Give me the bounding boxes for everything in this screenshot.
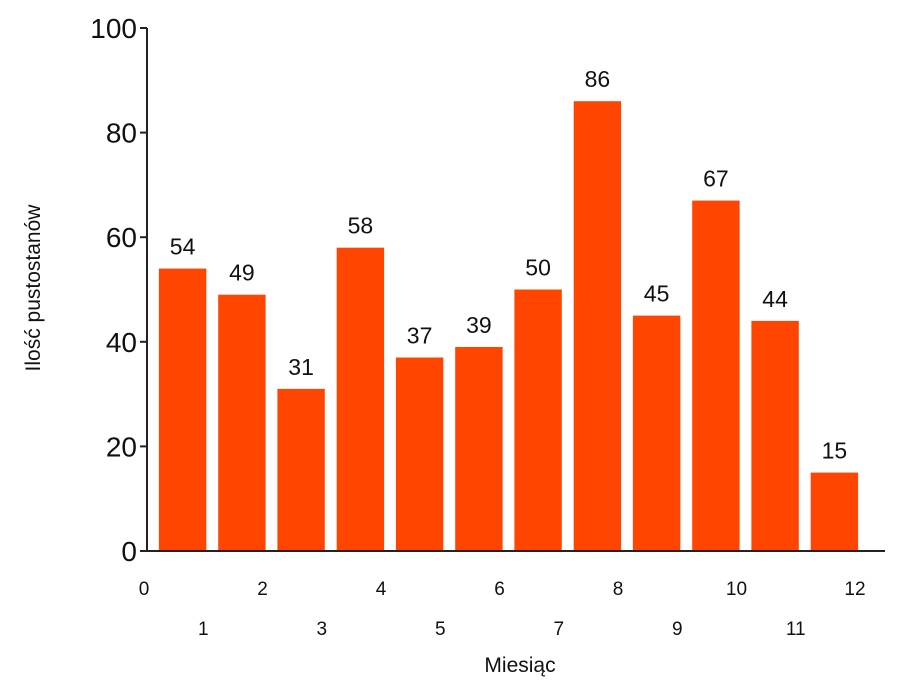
bar	[395, 357, 444, 551]
y-tick-label: 0	[121, 536, 137, 567]
bar	[336, 247, 385, 551]
y-tick-label: 20	[106, 431, 137, 462]
data-label: 15	[822, 438, 848, 464]
x-tick-label: 4	[376, 579, 387, 600]
data-label: 49	[229, 260, 255, 286]
x-tick-label: 7	[553, 619, 564, 640]
data-label: 37	[407, 323, 433, 349]
x-tick-label: 1	[198, 619, 209, 640]
data-labels: 54 49 31 58 37 39 50 86 45 67 44 15	[170, 66, 847, 463]
bars	[158, 101, 859, 551]
x-tick-label: 12	[844, 579, 865, 600]
x-tick-label: 6	[494, 579, 505, 600]
bar	[573, 101, 622, 551]
y-axis: 0 20 40 60 80 100	[90, 13, 148, 567]
bar	[692, 200, 740, 551]
data-label: 44	[762, 286, 788, 312]
data-label: 54	[170, 234, 196, 260]
bar	[632, 315, 681, 551]
bar	[455, 347, 503, 551]
data-label: 39	[466, 312, 492, 338]
data-label: 31	[288, 354, 314, 380]
bar	[158, 268, 207, 551]
x-axis: 0 2 4 6 8 10 12 1 3 5 7 9 11	[139, 550, 885, 640]
data-label: 45	[644, 281, 670, 307]
x-tick-label: 5	[435, 619, 446, 640]
bar	[277, 388, 325, 551]
data-label: 86	[585, 66, 611, 92]
data-label: 50	[525, 255, 551, 281]
data-label: 67	[703, 166, 729, 192]
y-tick-label: 100	[90, 13, 137, 44]
y-tick-label: 60	[106, 222, 137, 253]
x-axis-label: Miesiąc	[484, 654, 555, 677]
x-tick-label: 10	[726, 579, 747, 600]
bar	[810, 472, 859, 551]
bar	[218, 294, 266, 551]
x-tick-label: 11	[786, 619, 806, 640]
x-tick-label: 9	[672, 619, 683, 640]
y-tick-label: 40	[106, 327, 137, 358]
data-label: 58	[348, 213, 374, 239]
x-tick-label: 3	[316, 619, 327, 640]
bar	[751, 320, 799, 551]
x-tick-label: 0	[139, 579, 150, 600]
x-tick-label: 8	[613, 579, 624, 600]
x-tick-label: 2	[257, 579, 268, 600]
y-axis-label: Ilość pustostanów	[22, 204, 45, 372]
bar	[514, 289, 562, 551]
y-tick-label: 80	[106, 118, 137, 149]
